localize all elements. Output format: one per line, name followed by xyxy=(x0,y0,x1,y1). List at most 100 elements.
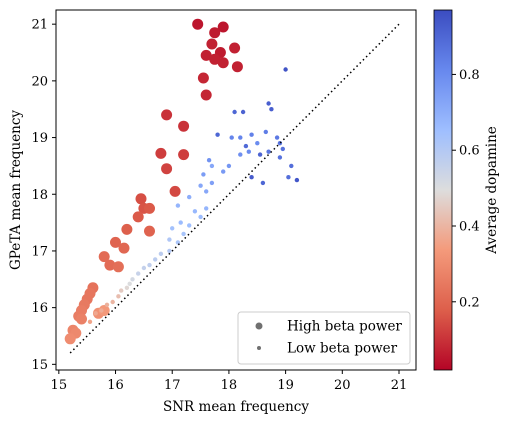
x-axis: 15 16 17 18 19 20 21 xyxy=(51,370,408,393)
low-beta-point xyxy=(289,163,294,169)
x-tick-label: 20 xyxy=(334,378,351,393)
legend-marker-low-beta xyxy=(257,346,261,350)
plot-frame xyxy=(55,9,417,371)
high-beta-point xyxy=(104,259,116,271)
low-beta-point xyxy=(167,237,172,242)
low-beta-point xyxy=(170,226,175,231)
low-beta-point xyxy=(153,257,158,262)
high-beta-point xyxy=(200,49,212,61)
legend-marker-high-beta xyxy=(255,322,263,330)
low-beta-point xyxy=(167,248,172,254)
low-beta-point xyxy=(294,177,300,183)
y-tick-label: 21 xyxy=(31,18,48,33)
high-beta-point xyxy=(206,38,218,50)
y-tick-label: 17 xyxy=(31,244,48,259)
high-beta-point xyxy=(209,53,221,65)
high-beta-point xyxy=(231,61,243,73)
high-beta-point xyxy=(217,21,229,33)
low-beta-point xyxy=(246,149,251,154)
low-beta-point xyxy=(127,281,132,286)
low-beta-point xyxy=(158,251,164,256)
high-beta-point xyxy=(76,313,87,325)
x-axis-label: SNR mean frequency xyxy=(163,399,309,415)
x-tick-label: 21 xyxy=(391,378,408,393)
low-beta-point xyxy=(255,141,260,146)
high-beta-point xyxy=(64,333,76,345)
high-beta-point xyxy=(229,42,241,54)
high-beta-point xyxy=(98,251,110,263)
colorbar: 0.2 0.4 0.6 0.8 Average dopamine xyxy=(433,9,500,371)
low-beta-point xyxy=(226,163,232,169)
low-beta-point xyxy=(249,132,254,137)
high-beta-point xyxy=(161,109,173,121)
high-beta-point xyxy=(192,18,204,30)
high-beta-point xyxy=(178,149,190,161)
low-beta-point xyxy=(283,67,288,72)
low-beta-point xyxy=(198,183,203,188)
legend-label-high-beta: High beta power xyxy=(287,319,402,335)
high-beta-point xyxy=(178,120,190,132)
low-beta-point xyxy=(209,163,215,169)
x-tick-label: 17 xyxy=(164,378,181,393)
data-points xyxy=(64,18,300,345)
high-beta-point xyxy=(200,89,212,101)
high-beta-point xyxy=(217,57,229,69)
y-axis: 15 16 17 18 19 20 21 xyxy=(31,18,56,373)
low-beta-point xyxy=(274,135,280,140)
low-beta-point xyxy=(221,169,226,174)
high-beta-point xyxy=(144,202,155,214)
high-beta-point xyxy=(209,27,221,39)
low-beta-point xyxy=(229,135,234,140)
low-beta-point xyxy=(204,206,209,211)
low-beta-point xyxy=(280,146,285,152)
low-beta-point xyxy=(266,101,271,106)
low-beta-point xyxy=(232,109,237,115)
y-tick-label: 16 xyxy=(31,301,48,316)
low-beta-point xyxy=(136,271,141,276)
low-beta-point xyxy=(204,189,209,194)
low-beta-point xyxy=(243,143,249,149)
high-beta-point xyxy=(144,225,155,237)
y-axis-label: GPeTA mean frequency xyxy=(8,110,24,270)
low-beta-point xyxy=(286,175,291,180)
low-beta-point xyxy=(269,107,274,112)
high-beta-point xyxy=(112,261,124,273)
low-beta-point xyxy=(178,220,183,225)
colorbar-tick-label: 0.2 xyxy=(459,295,480,310)
low-beta-point xyxy=(240,109,246,115)
colorbar-tick-label: 0.6 xyxy=(459,144,480,159)
x-tick-label: 18 xyxy=(221,378,238,393)
high-beta-point xyxy=(197,72,209,84)
high-beta-point xyxy=(155,147,167,159)
y-tick-label: 19 xyxy=(31,131,48,146)
low-beta-point xyxy=(260,180,266,186)
identity-line xyxy=(69,23,400,354)
colorbar-ticks: 0.2 0.4 0.6 0.8 xyxy=(452,68,480,310)
low-beta-point xyxy=(238,135,243,140)
y-tick-label: 15 xyxy=(31,358,48,373)
low-beta-point xyxy=(119,288,124,293)
low-beta-point xyxy=(209,180,215,186)
low-beta-point xyxy=(130,277,135,282)
low-beta-point xyxy=(201,172,206,177)
low-beta-point xyxy=(277,141,283,146)
colorbar-tick-label: 0.8 xyxy=(459,68,480,83)
colorbar-gradient xyxy=(433,9,453,371)
x-tick-label: 19 xyxy=(277,378,294,393)
low-beta-point xyxy=(238,152,243,157)
low-beta-point xyxy=(87,319,93,324)
low-beta-point xyxy=(257,152,263,157)
high-beta-point xyxy=(110,236,121,248)
high-beta-point xyxy=(132,211,144,223)
low-beta-point xyxy=(99,308,104,313)
low-beta-point xyxy=(263,129,268,135)
low-beta-point xyxy=(277,155,283,160)
low-beta-point xyxy=(110,299,115,305)
low-beta-point xyxy=(187,194,192,200)
low-beta-point xyxy=(266,149,271,154)
legend: High beta power Low beta power xyxy=(237,311,411,365)
high-beta-point xyxy=(169,185,181,197)
high-beta-point xyxy=(121,223,133,235)
x-tick-label: 15 xyxy=(51,378,68,393)
